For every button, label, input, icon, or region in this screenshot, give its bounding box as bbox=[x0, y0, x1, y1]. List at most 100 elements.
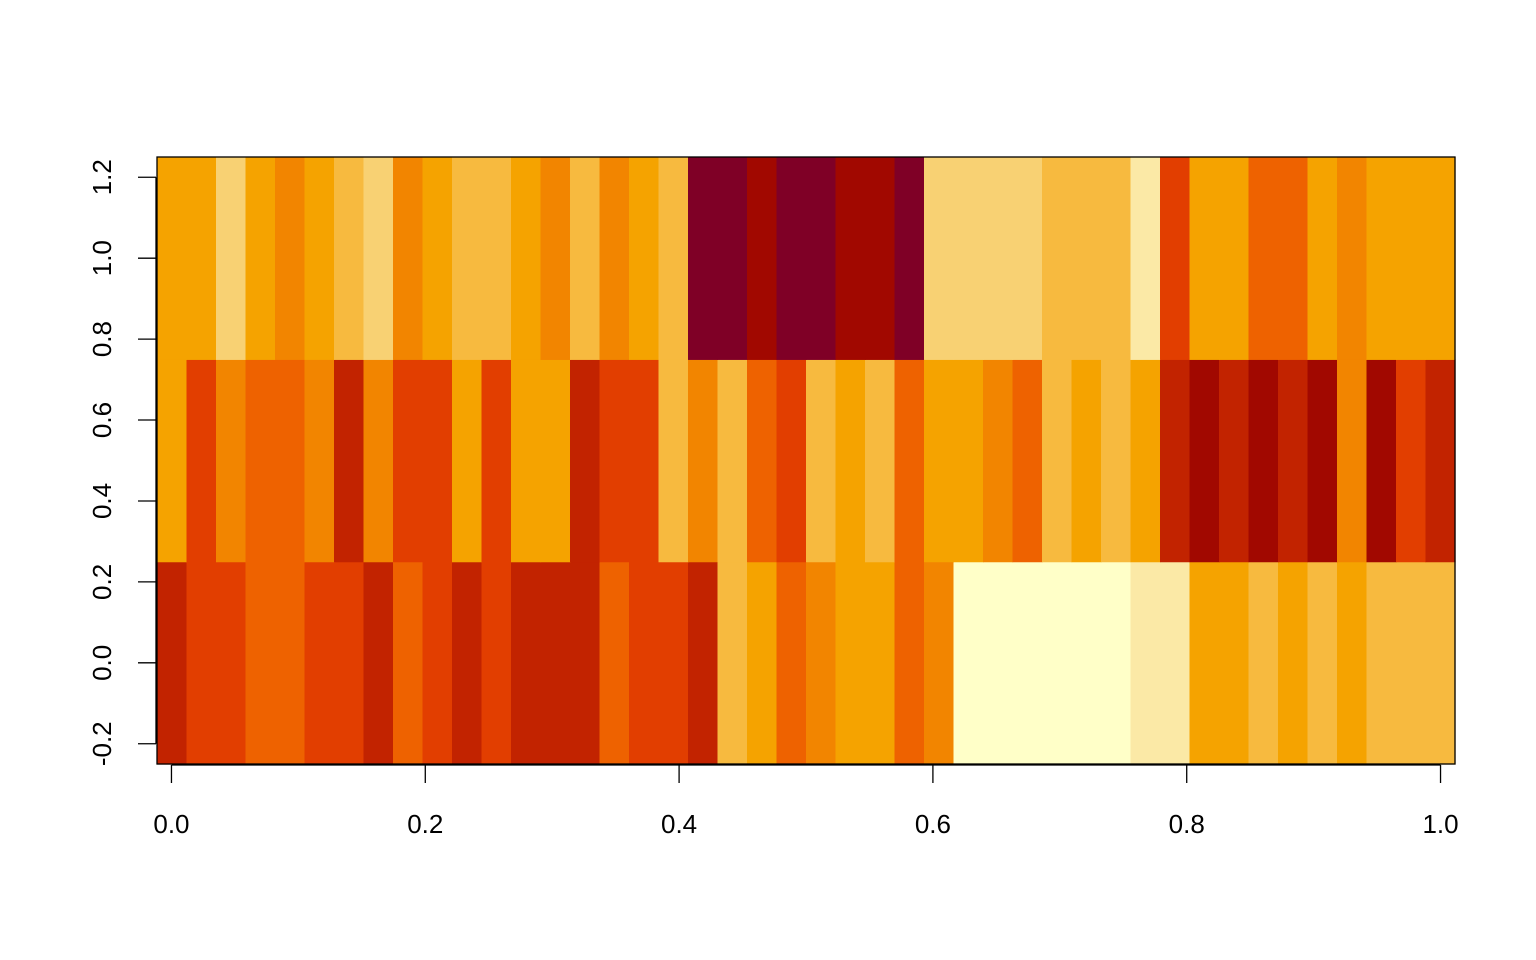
heatmap-cell bbox=[216, 561, 247, 765]
heatmap-cell bbox=[629, 561, 660, 765]
heatmap-cell bbox=[157, 359, 188, 563]
heatmap-cell bbox=[1396, 359, 1427, 563]
heatmap-cell bbox=[865, 359, 896, 563]
heatmap-cell bbox=[865, 561, 896, 765]
heatmap-cell bbox=[747, 359, 778, 563]
heatmap-cell bbox=[688, 561, 719, 765]
heatmap-cell bbox=[924, 561, 955, 765]
heatmap-cell bbox=[747, 157, 778, 360]
heatmap-cell bbox=[1160, 359, 1191, 563]
heatmap-cell bbox=[688, 359, 719, 563]
heatmap-cell bbox=[894, 561, 925, 765]
heatmap-cell bbox=[1248, 157, 1279, 360]
heatmap-cell bbox=[334, 157, 365, 360]
heatmap-cell bbox=[1219, 157, 1250, 360]
heatmap-cell bbox=[1248, 359, 1279, 563]
heatmap-cell bbox=[1278, 561, 1309, 765]
heatmap-cell bbox=[1042, 157, 1073, 360]
heatmap-cell bbox=[953, 561, 984, 765]
heatmap-cell bbox=[1396, 157, 1427, 360]
heatmap-cell bbox=[1101, 561, 1132, 765]
heatmap-cell bbox=[1160, 561, 1191, 765]
heatmap-cell bbox=[1071, 359, 1102, 563]
heatmap-cell bbox=[245, 561, 276, 765]
heatmap-cell bbox=[186, 157, 217, 360]
heatmap-cell bbox=[511, 561, 542, 765]
heatmap-cell bbox=[570, 157, 601, 360]
heatmap-cell bbox=[1071, 157, 1102, 360]
heatmap-cell bbox=[924, 157, 955, 360]
heatmap-cell bbox=[363, 359, 394, 563]
heatmap-cell bbox=[1101, 359, 1132, 563]
heatmap-cell bbox=[540, 561, 571, 765]
heatmap-cell bbox=[393, 561, 424, 765]
x-tick-label: 1.0 bbox=[1422, 809, 1458, 839]
y-tick-label: 1.0 bbox=[87, 240, 117, 276]
heatmap-cell bbox=[1042, 359, 1073, 563]
x-tick-label: 0.0 bbox=[153, 809, 189, 839]
heatmap-cell bbox=[717, 561, 748, 765]
x-axis: 0.0 0.2 0.4 0.6 0.8 1.0 bbox=[153, 764, 1459, 839]
heatmap-cell bbox=[393, 157, 424, 360]
heatmap-cell bbox=[776, 157, 807, 360]
heatmap-cell bbox=[157, 157, 188, 360]
heatmap-cell bbox=[1189, 359, 1220, 563]
heatmap-cell bbox=[422, 359, 453, 563]
heatmap-cell bbox=[1189, 157, 1220, 360]
heatmap-cell bbox=[983, 157, 1014, 360]
heatmap-cells bbox=[157, 157, 1456, 765]
heatmap-cell bbox=[1366, 157, 1397, 360]
heatmap-cell bbox=[953, 359, 984, 563]
x-tick-label: 0.4 bbox=[661, 809, 697, 839]
heatmap-cell bbox=[1130, 561, 1161, 765]
heatmap-cell bbox=[983, 359, 1014, 563]
heatmap-cell bbox=[1130, 359, 1161, 563]
heatmap-cell bbox=[481, 359, 512, 563]
heatmap-cell bbox=[1337, 359, 1368, 563]
heatmap-cell bbox=[452, 359, 483, 563]
heatmap-cell bbox=[835, 157, 866, 360]
heatmap-cell bbox=[1425, 157, 1456, 360]
heatmap-cell bbox=[894, 359, 925, 563]
y-tick-label: 0.6 bbox=[87, 402, 117, 438]
heatmap-cell bbox=[275, 359, 306, 563]
heatmap-cell bbox=[1219, 359, 1250, 563]
heatmap-cell bbox=[540, 359, 571, 563]
heatmap-cell bbox=[1337, 157, 1368, 360]
heatmap-cell bbox=[1337, 561, 1368, 765]
heatmap-cell bbox=[1278, 359, 1309, 563]
plot-frame bbox=[156, 156, 1456, 765]
heatmap-cell bbox=[511, 359, 542, 563]
heatmap-cell bbox=[245, 157, 276, 360]
heatmap-cell bbox=[953, 157, 984, 360]
heatmap-cell bbox=[629, 359, 660, 563]
heatmap-cell bbox=[1130, 157, 1161, 360]
heatmap-cell bbox=[1425, 359, 1456, 563]
heatmap-cell bbox=[186, 561, 217, 765]
heatmap-cell bbox=[835, 561, 866, 765]
heatmap-cell bbox=[1101, 157, 1132, 360]
heatmap-cell bbox=[924, 359, 955, 563]
y-axis: -0.2 0.0 0.2 0.4 0.6 0.8 1.0 1.2 bbox=[87, 159, 157, 766]
heatmap-cell bbox=[363, 157, 394, 360]
heatmap-cell bbox=[1307, 561, 1338, 765]
heatmap-cell bbox=[717, 359, 748, 563]
heatmap-cell bbox=[1012, 359, 1043, 563]
heatmap-cell bbox=[304, 157, 335, 360]
heatmap-cell bbox=[1307, 157, 1338, 360]
heatmap-cell bbox=[275, 157, 306, 360]
heatmap-cell bbox=[393, 359, 424, 563]
heatmap-cell bbox=[1219, 561, 1250, 765]
heatmap-cell bbox=[1042, 561, 1073, 765]
heatmap-cell bbox=[599, 561, 630, 765]
x-tick-label: 0.6 bbox=[915, 809, 951, 839]
heatmap-cell bbox=[717, 157, 748, 360]
heatmap-cell bbox=[304, 561, 335, 765]
heatmap-cell bbox=[334, 561, 365, 765]
heatmap-cell bbox=[629, 157, 660, 360]
heatmap-cell bbox=[334, 359, 365, 563]
heatmap-cell bbox=[304, 359, 335, 563]
heatmap-cell bbox=[245, 359, 276, 563]
x-tick-label: 0.8 bbox=[1169, 809, 1205, 839]
